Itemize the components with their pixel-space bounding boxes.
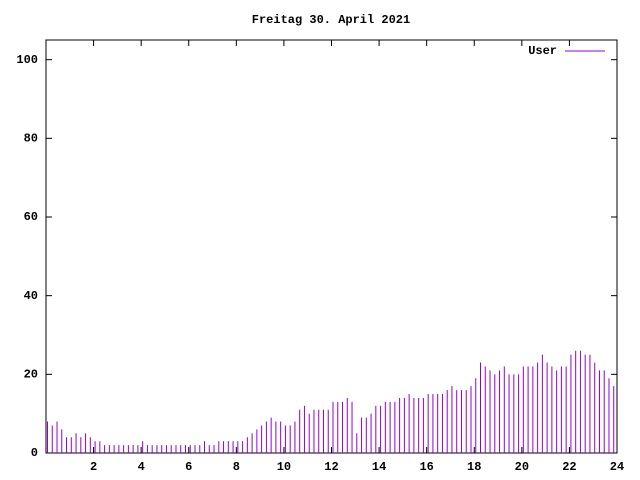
- x-tick-label: 20: [515, 460, 529, 474]
- y-tick-label: 100: [16, 53, 38, 67]
- x-tick-label: 24: [610, 460, 624, 474]
- x-tick-label: 10: [277, 460, 291, 474]
- x-tick-label: 18: [467, 460, 481, 474]
- plot-frame: [45, 39, 618, 454]
- x-tick-label: 22: [562, 460, 576, 474]
- x-tick-label: 14: [372, 460, 386, 474]
- x-tick-label: 8: [233, 460, 240, 474]
- y-tick-label: 0: [31, 446, 38, 460]
- y-tick-label: 80: [24, 132, 38, 146]
- y-tick-label: 60: [24, 210, 38, 224]
- x-tick-label: 2: [90, 460, 97, 474]
- x-tick-label: 6: [185, 460, 192, 474]
- y-tick-label: 40: [24, 289, 38, 303]
- chart-title: Freitag 30. April 2021: [252, 13, 410, 27]
- x-tick-label: 12: [324, 460, 338, 474]
- legend-label: User: [528, 44, 557, 58]
- x-tick-label: 4: [138, 460, 145, 474]
- x-tick-label: 16: [419, 460, 433, 474]
- y-tick-label: 20: [24, 368, 38, 382]
